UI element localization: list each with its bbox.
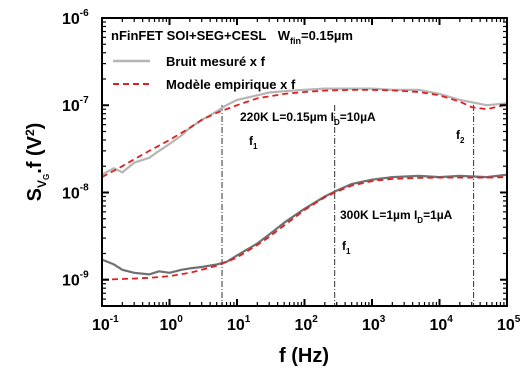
annotation-f1-upper: f1: [249, 134, 258, 151]
legend-label-model: Modèle empirique x f: [166, 77, 296, 92]
series-line-2: [101, 173, 508, 276]
y-axis-title: SVG.f (V2): [23, 123, 51, 202]
x-axis-title: f (Hz): [279, 345, 329, 367]
axis-ticks: 10-1 100 101 102 103 104 105 10-9 10-8 10-7 10-6: [62, 8, 521, 334]
x-tick-label: 105: [497, 314, 521, 334]
y-tick-label: 10-7: [62, 95, 89, 115]
series-line-3: [101, 176, 508, 281]
x-tick-label: 10-1: [92, 314, 119, 334]
legend: Bruit mesuré x f Modèle empirique x f: [113, 54, 296, 92]
annotation-f1-lower: f1: [342, 239, 351, 256]
annotation-300k: 300K L=1µm ID=1µA: [340, 208, 453, 225]
x-tick-label: 100: [160, 314, 184, 334]
series-layer: [101, 87, 508, 281]
annotation-220k: 220K L=0.15µm ID=10µA: [240, 110, 376, 127]
x-tick-label: 101: [227, 314, 251, 334]
y-tick-label: 10-8: [62, 182, 89, 202]
vertical-markers: [221, 105, 475, 306]
x-tick-label: 103: [362, 314, 386, 334]
annotation-f2: f2: [456, 128, 465, 145]
x-tick-label: 104: [430, 314, 454, 334]
y-tick-label: 10-9: [62, 270, 89, 290]
legend-label-measured: Bruit mesuré x f: [166, 54, 266, 69]
chart-title: nFinFET SOI+SEG+CESL Wfin=0.15µm: [111, 28, 353, 46]
x-tick-label: 102: [295, 314, 319, 334]
series-line-1: [101, 89, 508, 178]
y-tick-label: 10-6: [62, 8, 89, 28]
series-line-0: [101, 87, 508, 176]
